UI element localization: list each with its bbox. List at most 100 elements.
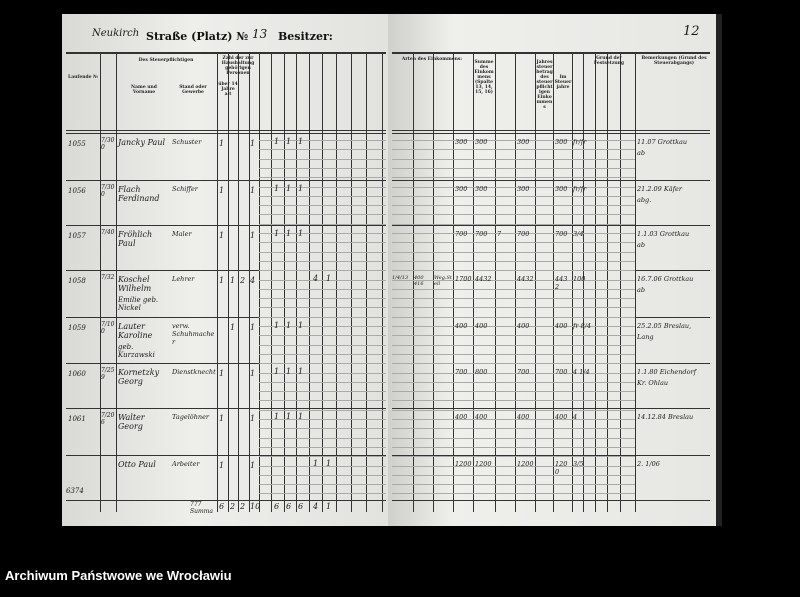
grid-line [259, 484, 386, 485]
grid-line [259, 270, 386, 271]
total-dependents: 1 [326, 502, 332, 511]
grid-line [259, 409, 386, 411]
taxpayer-name-2: geb. Kurzawski [118, 343, 155, 359]
grid-line [392, 180, 710, 181]
remark: 1.1.03 Grottkau [637, 230, 690, 238]
col-header-stand: Stand oder Gewerbe [179, 85, 207, 95]
grid-line [259, 149, 386, 150]
grid-line [392, 233, 635, 234]
grid-line [259, 335, 386, 336]
taxpayer-occupation: Schiffer [172, 185, 198, 193]
income-value: 100 [573, 275, 586, 283]
grid-line [392, 140, 635, 141]
grid-line [259, 167, 386, 169]
grid-line [392, 456, 635, 457]
taxpayer-name: Flach Ferdinand [118, 185, 160, 203]
house-ordinal: 7/40 [101, 229, 115, 236]
grid-line [495, 52, 496, 512]
grid-line [392, 408, 710, 409]
grid-line [259, 233, 386, 234]
grid-line [259, 326, 386, 327]
grid-line [413, 52, 414, 512]
grid-line [453, 52, 454, 512]
grid-line [392, 372, 635, 373]
grid-line [392, 344, 635, 346]
grid-line [259, 186, 386, 187]
grid-line [392, 225, 710, 226]
total-mark: 6 [286, 502, 292, 511]
grid-line [392, 428, 635, 429]
income-value: 300 [555, 185, 568, 193]
grid-line [392, 186, 635, 187]
household-count: 1 [230, 276, 236, 285]
grid-line [259, 363, 386, 364]
grid-line [392, 381, 635, 383]
grid-line [249, 52, 250, 512]
total-household: 6 [219, 502, 225, 511]
income-value: 700 [555, 368, 568, 376]
grid-line [392, 493, 635, 494]
grid-line [392, 158, 635, 160]
assessment-mark: 1 [274, 137, 280, 146]
taxpayer-name: Koschel Wilhelm [118, 275, 152, 293]
col-header-name: Name und Vorname [131, 85, 157, 95]
grid-line [259, 251, 386, 253]
grid-line [322, 52, 323, 512]
margin-note: 6374 [66, 487, 84, 495]
house-ordinal: 7/206 [101, 412, 115, 426]
assessment-mark: 1 [298, 367, 304, 376]
household-count: 1 [250, 323, 256, 332]
remark: 21.2.09 Käfer [637, 185, 682, 193]
grid-line [392, 446, 635, 448]
grid-line [66, 180, 386, 181]
remark: 25.2.05 Breslau, [637, 322, 692, 330]
grid-line [392, 316, 635, 318]
grid-line [259, 52, 260, 512]
street-label: Straße (Platz) № [146, 30, 249, 43]
grid-line [392, 474, 635, 476]
income-value: 700 [555, 230, 568, 238]
grid-line [515, 52, 516, 512]
grid-line [366, 52, 367, 512]
grid-line [392, 167, 635, 169]
grid-line [392, 177, 635, 178]
grid-line [271, 52, 272, 512]
total-mark: 6 [298, 502, 304, 511]
household-count: 1 [250, 414, 256, 423]
grid-line [392, 317, 710, 318]
income-value: 700 [455, 230, 468, 238]
grid-line [259, 288, 386, 290]
grid-line [259, 372, 386, 373]
household-count: 1 [219, 231, 225, 240]
grid-line [583, 52, 584, 512]
taxpayer-name: Kornetzky Georg [118, 368, 160, 386]
grid-line [392, 270, 635, 271]
income-value: Weg.Stell [434, 275, 452, 287]
income-value: 800 [475, 368, 488, 376]
grid-line [259, 298, 386, 299]
assessment-mark: 1 [286, 321, 292, 330]
grid-line [607, 52, 608, 512]
grid-line [259, 140, 386, 141]
remark: ab [637, 149, 646, 157]
grid-line [595, 52, 596, 512]
income-value: 700 [517, 368, 530, 376]
income-value: fr 8/4 [573, 322, 592, 330]
grid-line [66, 500, 386, 501]
income-value: 400 [555, 322, 568, 330]
grid-line [238, 52, 239, 512]
row-number: 1055 [68, 140, 86, 148]
grid-line [66, 270, 386, 271]
grid-line [392, 353, 635, 355]
grid-line [535, 52, 536, 512]
income-value: 400 [455, 413, 468, 421]
assessment-mark: 1 [298, 412, 304, 421]
grid-line [392, 326, 635, 327]
taxpayer-occupation: Maler [172, 230, 192, 238]
total-household: 10 [250, 502, 261, 511]
grid-line [259, 391, 386, 392]
grid-line [259, 419, 386, 420]
grid-line [392, 400, 635, 401]
household-count: 1 [219, 186, 225, 195]
grid-line [259, 400, 386, 401]
